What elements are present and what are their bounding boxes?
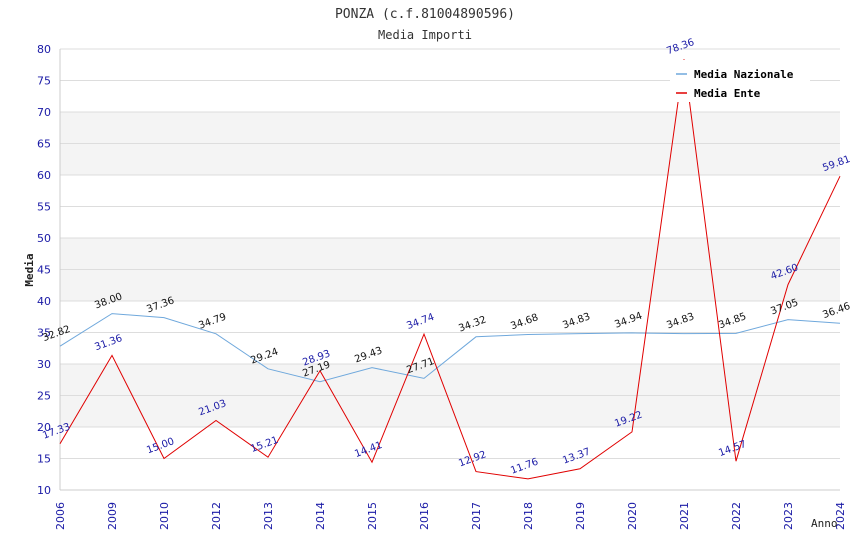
y-tick-label: 30 xyxy=(37,358,51,371)
x-axis-label: Anno xyxy=(811,517,838,530)
series-line-media-ente xyxy=(59,59,841,480)
y-tick-label: 80 xyxy=(37,43,51,56)
y-tick-label: 25 xyxy=(37,390,51,403)
y-axis-label: Media xyxy=(23,253,36,286)
y-tick-label: 20 xyxy=(37,421,51,434)
x-tick-label: 2015 xyxy=(366,502,379,530)
y-tick-label: 10 xyxy=(37,484,51,497)
legend-label: Media Nazionale xyxy=(694,68,794,81)
y-tick-label: 55 xyxy=(37,201,51,214)
x-tick-label: 2021 xyxy=(678,502,691,530)
y-tick-label: 60 xyxy=(37,169,51,182)
series-line-media-nazionale xyxy=(59,313,841,383)
chart-subtitle: Media Importi xyxy=(378,28,472,42)
y-tick-label: 65 xyxy=(37,138,51,151)
y-tick-label: 45 xyxy=(37,264,51,277)
x-tick-label: 2019 xyxy=(574,502,587,530)
x-tick-label: 2009 xyxy=(106,502,119,530)
y-tick-label: 35 xyxy=(37,327,51,340)
x-tick-label: 2013 xyxy=(262,502,275,530)
x-tick-label: 2020 xyxy=(626,502,639,530)
x-tick-label: 2018 xyxy=(522,502,535,530)
chart-title: PONZA (c.f.81004890596) xyxy=(335,7,515,22)
x-tick-labels: 2006 2009 2010 2012 2013 2014 2015 2016 2017 2018… xyxy=(54,502,847,530)
x-tick-label: 2023 xyxy=(782,502,795,530)
x-tick-label: 2006 xyxy=(54,502,67,530)
y-tick-labels: 10 15 20 25 30 35 40 45 50 55 60 65 70 75 80 xyxy=(37,43,51,497)
legend: Media Nazionale Media Ente xyxy=(670,60,810,102)
x-tick-label: 2017 xyxy=(470,502,483,530)
x-tick-label: 2014 xyxy=(314,502,327,530)
y-tick-label: 70 xyxy=(37,106,51,119)
legend-label: Media Ente xyxy=(694,87,761,100)
y-tick-label: 40 xyxy=(37,295,51,308)
legend-box xyxy=(670,60,810,102)
y-tick-label: 75 xyxy=(37,75,51,88)
x-tick-label: 2016 xyxy=(418,502,431,530)
x-tick-label: 2012 xyxy=(210,502,223,530)
x-tick-label: 2010 xyxy=(158,502,171,530)
y-tick-label: 15 xyxy=(37,453,51,466)
y-tick-label: 50 xyxy=(37,232,51,245)
series-lines xyxy=(59,59,841,480)
axes xyxy=(59,49,840,491)
x-tick-label: 2024 xyxy=(834,502,847,530)
x-tick-label: 2022 xyxy=(730,502,743,530)
